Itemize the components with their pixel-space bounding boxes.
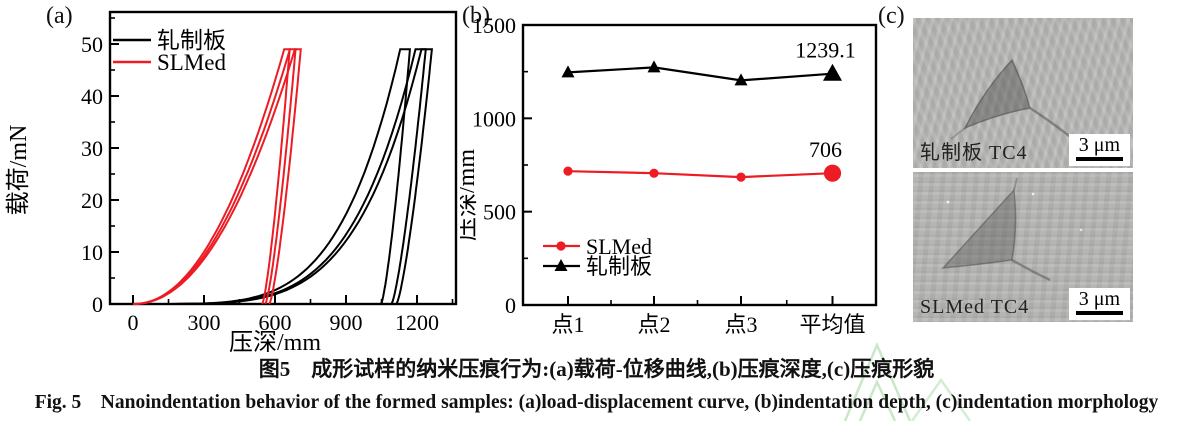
sem-image-rolled-plate: 轧制板 TC4 3 μm [913, 18, 1133, 168]
load-displacement-loop-slmed [133, 48, 297, 305]
legend-marker-circle [556, 241, 566, 251]
sem-image-slmed: SLMed TC4 3 μm [913, 172, 1133, 322]
y-tick-label: 0 [92, 292, 103, 317]
depth-marker-rolled [647, 60, 661, 73]
load-displacement-chart: 0 300 600 900 1200 0 10 20 30 40 50 压深/mm 载荷/mN 轧制板SL… [5, 10, 458, 352]
panel-b-label: (b) [462, 3, 490, 29]
panel-a-label: (a) [46, 3, 73, 29]
x-tick-label: 0 [128, 310, 139, 335]
x-tick-label: 600 [259, 310, 292, 335]
speck [1031, 192, 1035, 196]
y-tick-label: 30 [81, 136, 103, 161]
depth-marker-rolled [734, 73, 748, 86]
caption-chinese: 图5 成形试样的纳米压痕行为:(a)载荷-位移曲线,(b)压痕深度,(c)压痕形… [258, 357, 935, 381]
x-category-label: 点2 [637, 312, 670, 337]
scale-bar: 3 μm [1068, 134, 1130, 166]
mean-value-annotation-rolled: 1239.1 [795, 38, 856, 63]
speck [946, 200, 950, 204]
scale-bar: 3 μm [1068, 288, 1130, 320]
caption-english: Fig. 5 Nanoindentation behavior of the f… [34, 392, 1159, 413]
plot-frame [108, 10, 458, 306]
legend-label: SLMed [157, 50, 227, 75]
indent-triangle [941, 188, 1017, 269]
y-tick-label: 500 [483, 200, 516, 225]
plot-frame [521, 23, 878, 307]
speck [1079, 228, 1083, 232]
depth-line-rolled [567, 66, 833, 82]
indent-tail [950, 127, 966, 140]
load-displacement-loop-rolled [133, 48, 434, 305]
depth-line-slmed [567, 170, 833, 179]
x-tick-label: 300 [188, 310, 221, 335]
indent-tail [1013, 177, 1018, 191]
x-axis-label: 压深/mm [229, 329, 321, 352]
panel-c-label: (c) [878, 3, 905, 29]
x-category-label: 点3 [724, 312, 757, 337]
y-tick-label: 20 [81, 188, 103, 213]
legend-label: 轧制板 [586, 254, 652, 279]
load-displacement-loop-slmed [133, 48, 291, 305]
legend-label: 轧制板 [157, 28, 226, 53]
y-tick-label: 1500 [472, 13, 516, 38]
y-tick-label: 40 [81, 84, 103, 109]
x-category-label: 点1 [551, 312, 584, 337]
indent-tail [1011, 258, 1051, 282]
x-category-label: 平均值 [799, 312, 865, 337]
y-tick-label: 10 [81, 240, 103, 265]
depth-marker-slmed [563, 166, 573, 176]
y-axis-label: 载荷/mN [5, 125, 32, 216]
y-axis-label: 压深/mm [460, 149, 480, 241]
sem-caption-rolled: 轧制板 TC4 [920, 142, 1028, 164]
load-displacement-loop-rolled [133, 48, 411, 305]
y-tick-label: 50 [81, 32, 103, 57]
scale-bar-label: 3 μm [1075, 289, 1123, 315]
indent-mark-rolled [950, 58, 1078, 143]
depth-marker-slmed [649, 168, 659, 178]
depth-marker-slmed [823, 164, 842, 182]
x-tick-label: 1200 [395, 310, 439, 335]
y-tick-label: 1000 [472, 106, 516, 131]
indent-mark-slmed [941, 177, 1083, 282]
load-displacement-loop-slmed [133, 48, 302, 305]
mean-value-annotation-slmed: 706 [809, 137, 842, 162]
depth-marker-slmed [736, 172, 746, 182]
indent-triangle [963, 58, 1031, 130]
y-tick-label: 0 [505, 293, 516, 318]
depth-marker-rolled [561, 65, 575, 78]
scale-bar-label: 3 μm [1075, 135, 1123, 161]
x-tick-label: 900 [330, 310, 363, 335]
sem-caption-slmed: SLMed TC4 [920, 296, 1030, 318]
indentation-depth-chart: 0 500 1000 1500 点1 点2 点3 平均值 压深/mm 706 1239.1 SLMed… [460, 13, 878, 337]
legend-marker-triangle [554, 259, 568, 271]
depth-marker-rolled [823, 63, 842, 81]
indentation-morphology-panel: 轧制板 TC4 3 μm SLMed TC4 3 μm [876, 0, 1193, 352]
legend-label: SLMed [586, 234, 652, 259]
